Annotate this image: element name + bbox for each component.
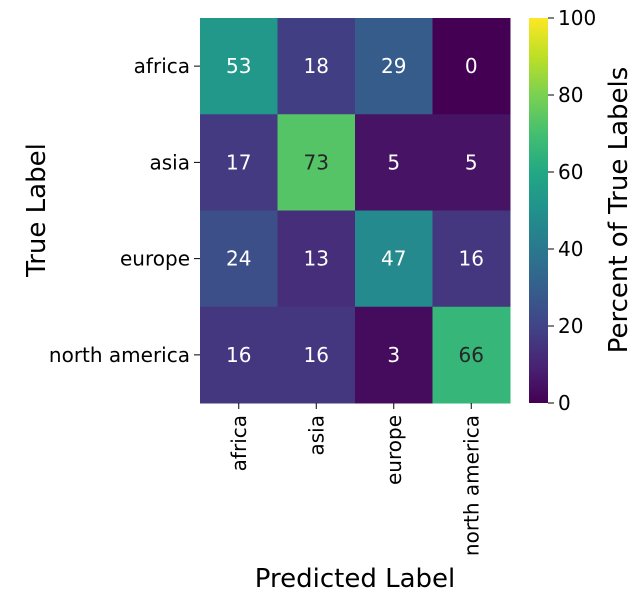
heatmap-cell	[355, 306, 433, 404]
heatmap-cell-value: 66	[459, 343, 484, 367]
x-tick-label: north america	[459, 415, 483, 556]
colorbar-tick-label: 20	[558, 314, 583, 338]
heatmap-cell	[432, 306, 511, 404]
colorbar-title: Percent of True Labels	[604, 67, 634, 354]
heatmap-cell-value: 18	[304, 54, 329, 78]
heatmap-cell-value: 16	[304, 343, 329, 367]
heatmap-cell-value: 73	[304, 150, 329, 174]
colorbar-tick-label: 60	[558, 160, 583, 184]
heatmap-cell	[432, 114, 511, 211]
heatmap-cell	[432, 210, 511, 308]
x-tick-label: asia	[304, 415, 328, 456]
heatmap-cell	[200, 114, 278, 211]
colorbar-tick-label: 40	[558, 237, 583, 261]
y-axis-title: True Label	[22, 143, 52, 278]
y-tick-label: asia	[150, 150, 191, 174]
x-tick-label: europe	[382, 415, 406, 485]
heatmap-cell	[277, 18, 356, 115]
heatmap-cells	[200, 18, 511, 404]
heatmap-cell	[200, 306, 278, 404]
heatmap-cell-value: 17	[226, 150, 251, 174]
heatmap-cell	[277, 306, 356, 404]
heatmap-cell	[277, 114, 356, 211]
heatmap-cell	[200, 18, 278, 115]
heatmap-cell	[200, 210, 278, 308]
y-tick-label: africa	[134, 54, 190, 78]
heatmap-cell-value: 16	[226, 343, 251, 367]
heatmap-cell-value: 5	[387, 150, 400, 174]
heatmap-cell	[432, 18, 511, 115]
heatmap-cell	[355, 18, 433, 115]
heatmap-cell-value: 29	[381, 54, 406, 78]
colorbar-tick-label: 0	[558, 391, 571, 415]
heatmap-cell-value: 3	[387, 343, 400, 367]
heatmap-cell-labels: 53 18 29 0 17 73 5 5 24 13 47 16 16 16 3 66	[226, 54, 484, 367]
colorbar-tick-label: 80	[558, 83, 583, 107]
heatmap-cell-value: 5	[465, 150, 478, 174]
y-tick-label: europe	[120, 247, 190, 271]
x-axis-title: Predicted Label	[255, 564, 455, 594]
y-tick-label: north america	[49, 343, 190, 367]
heatmap-cell-value: 16	[459, 247, 484, 271]
heatmap-cell	[355, 210, 433, 308]
heatmap-cell-value: 47	[381, 247, 406, 271]
colorbar-ticks: 0 20 40 60 80 100	[548, 6, 596, 415]
heatmap-cell-value: 24	[226, 247, 251, 271]
y-axis-ticks: africa asia europe north america	[49, 54, 200, 367]
colorbar-tick-label: 100	[558, 6, 596, 30]
heatmap-cell	[355, 114, 433, 211]
heatmap-cell-value: 0	[465, 54, 478, 78]
heatmap-cell-value: 13	[304, 247, 329, 271]
colorbar	[529, 18, 548, 403]
heatmap-cell	[277, 210, 356, 308]
heatmap-cell-value: 53	[226, 54, 251, 78]
x-tick-label: africa	[227, 415, 251, 471]
x-axis-ticks: africa asia europe north america	[227, 403, 483, 556]
